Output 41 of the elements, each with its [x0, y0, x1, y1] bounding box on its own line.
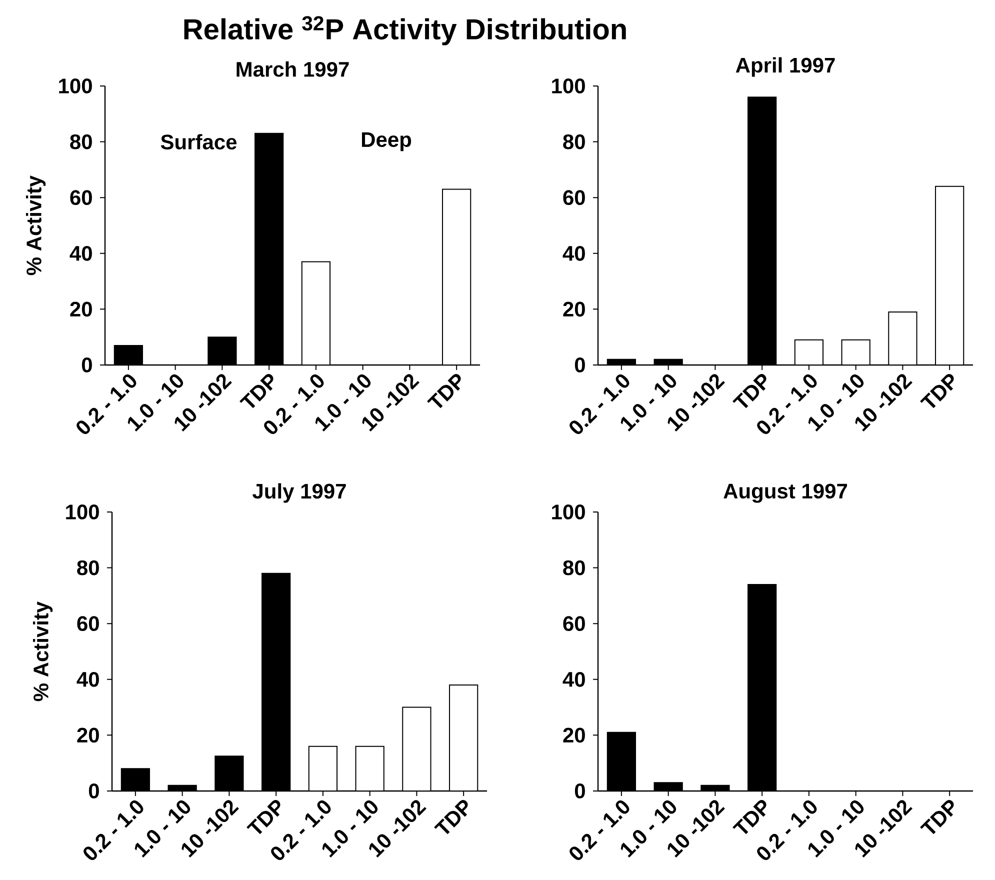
y-tick-label: 20 — [70, 302, 92, 317]
y-tick-label: 60 — [77, 616, 99, 632]
text: Relative $^{32}$P Activity Distribution — [184, 16, 626, 46]
y-tick-label: 40 — [562, 672, 585, 687]
chart-title: August 1997 — [724, 484, 847, 503]
y-tick-label: 20 — [77, 728, 99, 743]
x-tick-label: TDP — [427, 374, 461, 408]
x-tick-label: TDP — [920, 374, 954, 408]
y-tick-label: 60 — [563, 616, 585, 632]
y-tick-label: 20 — [563, 728, 585, 743]
chart-title: July 1997 — [252, 483, 346, 503]
y-tick-label: 0 — [574, 784, 585, 798]
y-tick-label: 60 — [70, 190, 92, 206]
y-tick-label: 60 — [563, 190, 585, 206]
x-tick-label: TDP — [246, 800, 280, 834]
y-tick-label: 80 — [77, 560, 99, 576]
y-tick-label: 20 — [563, 302, 585, 317]
y-axis-title: % Activity — [26, 175, 46, 276]
x-tick-label: TDP — [434, 800, 468, 834]
annotation: Deep — [362, 132, 412, 152]
chart-title: April 1997 — [736, 57, 835, 77]
x-tick-label: TDP — [240, 374, 274, 408]
y-tick-label: 40 — [70, 246, 92, 261]
y-tick-label: 100 — [59, 78, 92, 94]
y-tick-label: 0 — [82, 358, 92, 372]
y-tick-label: 40 — [562, 246, 585, 261]
y-tick-label: 0 — [88, 784, 99, 798]
y-tick-label: 0 — [574, 358, 585, 372]
y-tick-label: 80 — [563, 560, 585, 576]
x-tick-label: TDP — [732, 374, 766, 408]
annotation: Surface — [160, 134, 237, 150]
x-tick-label: TDP — [920, 800, 954, 834]
chart-title: March 1997 — [236, 61, 349, 77]
y-tick-label: 80 — [563, 134, 585, 150]
y-axis-title: % Activity — [32, 601, 53, 702]
y-tick-label: 80 — [70, 134, 92, 150]
y-tick-label: 100 — [66, 504, 99, 520]
y-tick-label: 40 — [76, 672, 99, 687]
y-tick-label: 100 — [552, 504, 585, 520]
x-tick-label: TDP — [732, 800, 766, 834]
y-tick-label: 100 — [552, 78, 585, 94]
